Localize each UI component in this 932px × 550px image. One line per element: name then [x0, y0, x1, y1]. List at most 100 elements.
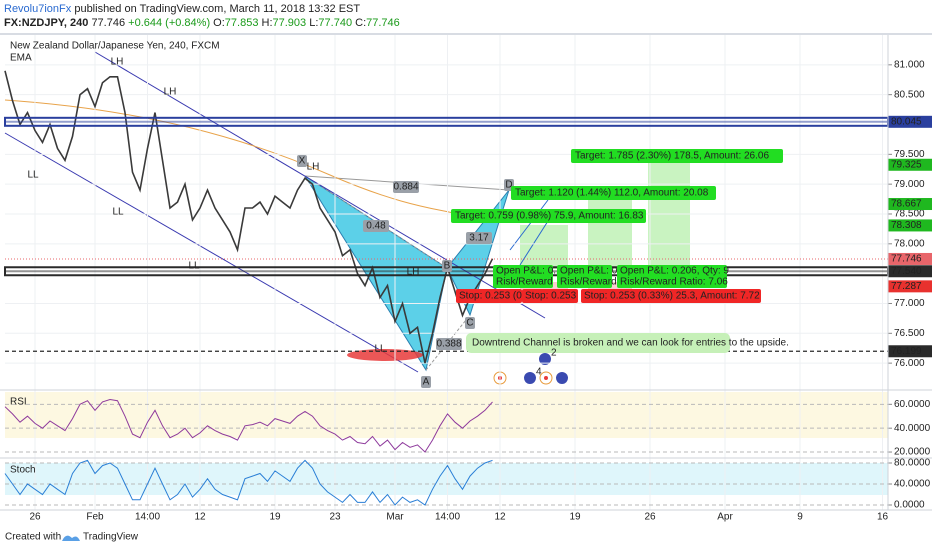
low: 77.740 — [318, 17, 353, 29]
target-box — [571, 149, 783, 163]
header-line: FX:NZDJPY, 240 77.746 +0.644 (+0.84%) O:… — [4, 16, 400, 30]
profit-zone — [520, 225, 568, 269]
header: Revolu7ionFx published on TradingView.co… — [4, 2, 400, 30]
price-tag-label: 80.045 — [891, 116, 922, 127]
pattern-point-box — [297, 155, 307, 167]
pattern-point: D — [505, 180, 512, 191]
o-label: O: — [213, 17, 225, 29]
event-icon — [544, 376, 548, 380]
pattern-point: C — [466, 318, 473, 329]
rr-label: Risk/Reward Ratio: 7.06 — [620, 277, 728, 288]
stop-box — [456, 289, 522, 303]
y-tick-label: 81.000 — [894, 59, 925, 70]
ratio-line — [304, 175, 448, 269]
x-tick-label: 12 — [194, 512, 206, 523]
y-tick-label: 60.0000 — [894, 399, 931, 410]
price-tag-label: 77.746 — [891, 254, 922, 265]
ratio-label: 0.48 — [366, 221, 386, 232]
swing-label: LL — [188, 261, 200, 272]
swing-label: LH — [307, 162, 320, 173]
swing-label: LL — [112, 207, 124, 218]
x-tick-label: 16 — [877, 512, 889, 523]
pattern-point-box — [421, 376, 431, 388]
position-box — [493, 265, 553, 288]
target-box — [451, 209, 646, 223]
y-tick-label: 20.0000 — [894, 447, 931, 458]
target-box — [511, 186, 716, 200]
y-tick-label: 78.000 — [894, 238, 925, 249]
ratio-label: 0.388 — [436, 339, 461, 350]
profit-zone — [588, 196, 632, 269]
y-tick-label: 76.000 — [894, 358, 925, 369]
pnl-label: Open P&L: 0 — [560, 266, 618, 277]
x-tick-label: Apr — [717, 512, 733, 523]
x-tick-label: 19 — [569, 512, 581, 523]
price-tag — [888, 115, 932, 128]
x-tick-label: 14:00 — [435, 512, 460, 523]
price-tag — [888, 158, 932, 171]
comment: Downtrend Channel is broken and we can l… — [472, 338, 789, 349]
pnl-label: Open P&L: 0.1 — [496, 266, 562, 277]
ratio-label: 3.17 — [469, 233, 489, 244]
ratio-label: 0.884 — [393, 182, 418, 193]
x-tick-label: 26 — [29, 512, 41, 523]
event-icon[interactable] — [556, 372, 568, 384]
y-tick-label: 77.000 — [894, 298, 925, 309]
target-label: Target: 1.120 (1.44%) 112.0, Amount: 20.… — [515, 188, 709, 199]
ratio-box — [393, 181, 419, 193]
series-line — [4, 459, 493, 506]
channel-line — [94, 51, 546, 319]
stop-label: Stop: 0.253 (0 — [459, 291, 522, 302]
y-tick-label: 0.0000 — [894, 500, 925, 511]
ratio-box — [436, 338, 462, 350]
price-tag-label: 78.308 — [891, 220, 922, 231]
event-count: 2 — [551, 348, 557, 359]
y-tick-label: 79.500 — [894, 149, 925, 160]
pattern-point-box — [465, 317, 475, 329]
price-tag — [888, 280, 932, 293]
price-tag-label: 77.287 — [891, 281, 922, 292]
stop-label: Stop: 0.253 — [525, 291, 577, 302]
pnl-label: Open P&L: 0.206, Qty: 9 — [620, 266, 729, 277]
pattern-leg — [304, 175, 448, 372]
comment-box — [466, 333, 730, 353]
x-tick-label: Mar — [386, 512, 404, 523]
h-label: H: — [261, 17, 273, 29]
channel-line — [4, 132, 419, 373]
position-box — [557, 265, 612, 288]
stop-box — [522, 289, 578, 303]
stop-label: Stop: 0.253 (0.33%) 25.3, Amount: 7.72 — [584, 291, 760, 302]
author[interactable]: Revolu7ionFx — [4, 3, 72, 15]
x-tick-label: 19 — [269, 512, 281, 523]
swing-label: LL — [27, 170, 39, 181]
event-icon[interactable] — [539, 353, 551, 365]
y-tick-label: 40.0000 — [894, 423, 931, 434]
swing-label: LH — [407, 267, 420, 278]
close: 77.746 — [366, 17, 400, 29]
profit-zone — [648, 163, 690, 269]
price-tag — [888, 345, 932, 358]
high: 77.903 — [272, 17, 307, 29]
c-label: C: — [355, 17, 367, 29]
pattern-point: B — [444, 261, 451, 272]
pattern-point: X — [299, 156, 306, 167]
highlight — [347, 349, 423, 361]
x-tick-label: 9 — [797, 512, 803, 523]
footer-brand: TradingView — [83, 532, 139, 543]
logo — [62, 535, 80, 541]
separator — [0, 33, 932, 35]
stoch-band — [5, 463, 888, 495]
rr-label: Risk/Reward — [496, 277, 553, 288]
event-icon[interactable] — [524, 372, 536, 384]
l-label: L: — [309, 17, 319, 29]
open: 77.853 — [224, 17, 259, 29]
rr-label: Risk/Reward — [560, 277, 617, 288]
x-tick-label: 12 — [494, 512, 506, 523]
y-tick-label: 40.0000 — [894, 479, 931, 490]
price-tag-label: 77.540 — [891, 266, 922, 277]
y-tick-label: 78.500 — [894, 209, 925, 220]
swing-label: LL — [374, 344, 386, 355]
price-tag-label: 79.325 — [891, 159, 922, 170]
y-tick-label: 80.0000 — [894, 458, 931, 469]
symbol: FX:NZDJPY, 240 — [4, 17, 89, 29]
